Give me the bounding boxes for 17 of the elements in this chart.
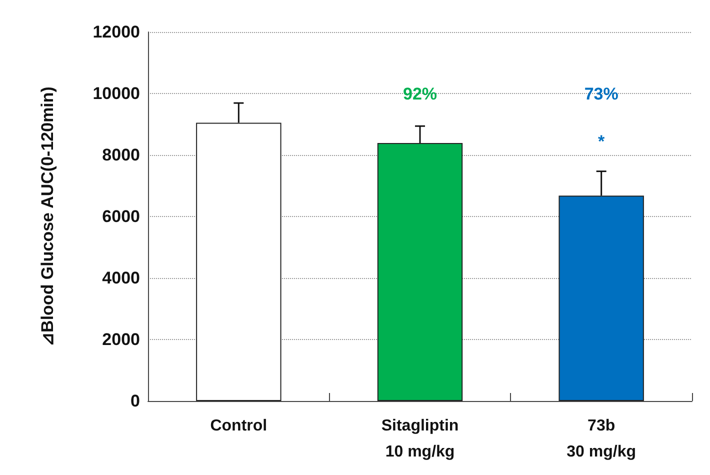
- annotation: 73%: [584, 84, 618, 104]
- y-tick-label: 8000: [102, 146, 140, 164]
- y-tick-label: 10000: [92, 84, 140, 103]
- bar: [558, 196, 644, 401]
- x-tick-label: 73b 30 mg/kg: [566, 418, 636, 460]
- y-tick-label: 2000: [102, 330, 140, 349]
- bar: [196, 122, 282, 401]
- y-tick-label: 12000: [92, 22, 140, 42]
- y-axis-title: ⊿Blood Glucose AUC(0-120min): [38, 86, 57, 346]
- x-tick-label: Control: [210, 418, 268, 434]
- x-tick-label: Sitagliptin 10 mg/kg: [381, 418, 459, 460]
- y-tick-label: 0: [130, 392, 140, 410]
- y-tick-label: 4000: [102, 268, 140, 288]
- y-tick-label: 6000: [102, 207, 140, 226]
- annotation: *: [598, 132, 606, 151]
- annotation: 92%: [402, 84, 438, 104]
- bar: [377, 143, 463, 401]
